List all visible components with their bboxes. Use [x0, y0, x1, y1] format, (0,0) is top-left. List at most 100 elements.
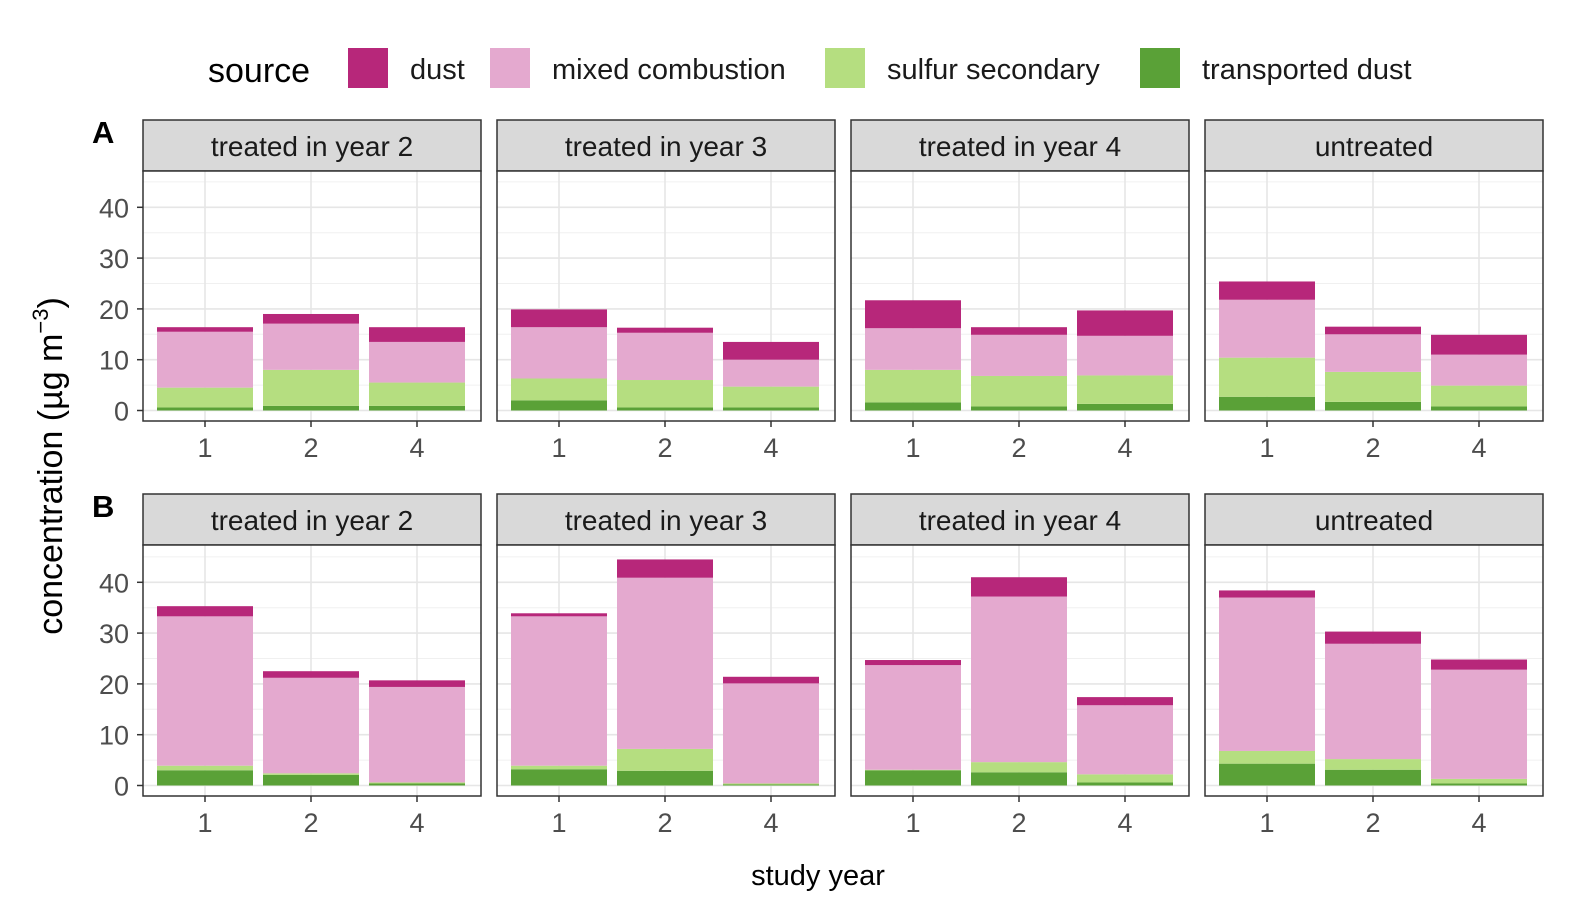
facet-strip-label: treated in year 2	[211, 505, 413, 536]
x-axis-title: study year	[751, 860, 885, 892]
y-tick-label: 20	[99, 295, 129, 325]
bar-segment-dust	[1325, 326, 1421, 335]
bar-segment-mixed-combustion	[617, 332, 713, 381]
bar-segment-dust	[1431, 334, 1527, 355]
bar-segment-transported-dust	[723, 784, 819, 786]
bar-segment-dust	[263, 313, 359, 324]
bar-segment-transported-dust	[1077, 782, 1173, 786]
bar-segment-dust	[1219, 281, 1315, 300]
x-tick-label: 1	[551, 808, 566, 838]
bar-segment-transported-dust	[1325, 401, 1421, 411]
legend-label: sulfur secondary	[887, 54, 1100, 86]
bars	[511, 309, 819, 411]
bar-segment-sulfur-secondary	[1219, 750, 1315, 764]
x-axis: 1 2 4	[1259, 421, 1487, 463]
facet-panel-treated-in-year-2: treated in year 2 1 2 4	[142, 119, 482, 463]
bar-segment-mixed-combustion	[971, 596, 1067, 763]
bar-segment-mixed-combustion	[369, 686, 465, 783]
facet-strip	[496, 119, 836, 172]
x-tick-label: 1	[197, 808, 212, 838]
bar-segment-sulfur-secondary	[511, 378, 607, 401]
x-tick-label: 1	[905, 433, 920, 463]
x-tick-label: 1	[551, 433, 566, 463]
bar-segment-mixed-combustion	[511, 327, 607, 379]
y-tick-label: 30	[99, 619, 129, 649]
facet-strip-label: treated in year 3	[565, 131, 767, 162]
x-tick-label: 1	[905, 808, 920, 838]
bars	[1219, 281, 1527, 411]
bar-segment-transported-dust	[723, 407, 819, 411]
bar-segment-dust	[865, 300, 961, 329]
bar-segment-mixed-combustion	[1325, 643, 1421, 760]
bar-segment-sulfur-secondary	[971, 762, 1067, 773]
facet-panel-treated-in-year-3: treated in year 3 1 2 4	[496, 119, 836, 463]
bar-segment-transported-dust	[617, 770, 713, 786]
facet-strip	[496, 493, 836, 546]
bar-segment-sulfur-secondary	[157, 387, 253, 408]
y-tick-label: 10	[99, 721, 129, 751]
x-axis: 1 2 4	[905, 796, 1133, 838]
bar-segment-sulfur-secondary	[723, 386, 819, 408]
bar-segment-sulfur-secondary	[263, 369, 359, 406]
bar-segment-sulfur-secondary	[369, 782, 465, 784]
legend-swatch	[825, 48, 865, 88]
bar-segment-dust	[263, 671, 359, 678]
y-axis-title-superscript: −3	[28, 309, 53, 334]
x-tick-label: 4	[409, 808, 424, 838]
bar-segment-transported-dust	[1219, 763, 1315, 786]
x-tick-label: 1	[1259, 433, 1274, 463]
legend-label: transported dust	[1202, 54, 1412, 86]
bar-segment-mixed-combustion	[1431, 354, 1527, 386]
bar-segment-mixed-combustion	[1219, 597, 1315, 751]
row-label: B	[92, 489, 114, 524]
bar-segment-transported-dust	[511, 400, 607, 411]
bar-segment-transported-dust	[971, 406, 1067, 411]
bar-segment-dust	[1219, 590, 1315, 598]
bar-segment-sulfur-secondary	[157, 765, 253, 771]
legend-items: dust mixed combustion sulfur secondary tran…	[348, 48, 1412, 88]
panel-border	[1204, 544, 1544, 797]
x-tick-label: 4	[409, 433, 424, 463]
bar-segment-mixed-combustion	[157, 616, 253, 766]
bar-segment-mixed-combustion	[617, 577, 713, 749]
bar-segment-transported-dust	[157, 407, 253, 411]
bar-segment-transported-dust	[971, 772, 1067, 786]
facet-panel-treated-in-year-4: treated in year 4 1 2 4	[850, 119, 1190, 463]
facet-panel-untreated: untreated 1 2 4	[1204, 493, 1544, 838]
panel-border	[142, 544, 482, 797]
bar-segment-dust	[971, 327, 1067, 335]
legend-item-sulfur-secondary: sulfur secondary	[825, 48, 1100, 88]
bar-segment-sulfur-secondary	[865, 369, 961, 403]
bar-segment-mixed-combustion	[723, 683, 819, 784]
bar-segment-sulfur-secondary	[617, 380, 713, 408]
x-tick-label: 4	[1471, 433, 1486, 463]
bar-segment-dust	[511, 309, 607, 328]
bar-segment-sulfur-secondary	[511, 765, 607, 770]
x-tick-label: 1	[1259, 808, 1274, 838]
bar-segment-mixed-combustion	[1431, 669, 1527, 779]
bar-segment-sulfur-secondary	[1325, 371, 1421, 402]
bar-segment-sulfur-secondary	[1431, 778, 1527, 784]
x-tick-label: 2	[1365, 433, 1380, 463]
bar-segment-dust	[865, 660, 961, 666]
bars	[865, 300, 1173, 411]
y-tick-label: 0	[114, 397, 129, 427]
bar-segment-transported-dust	[1077, 403, 1173, 411]
bar-segment-mixed-combustion	[1325, 334, 1421, 372]
facet-strip	[1204, 119, 1544, 172]
panel-border	[1204, 170, 1544, 422]
y-axis: 0 10 20 30 40	[99, 193, 143, 427]
facet-strip	[142, 493, 482, 546]
bar-segment-dust	[1325, 631, 1421, 644]
bar-segment-mixed-combustion	[157, 331, 253, 388]
bar-segment-sulfur-secondary	[971, 375, 1067, 407]
x-tick-label: 4	[763, 808, 778, 838]
bar-segment-mixed-combustion	[1219, 299, 1315, 358]
bar-segment-transported-dust	[263, 774, 359, 786]
bar-segment-transported-dust	[369, 405, 465, 411]
bar-segment-dust	[1431, 659, 1527, 670]
